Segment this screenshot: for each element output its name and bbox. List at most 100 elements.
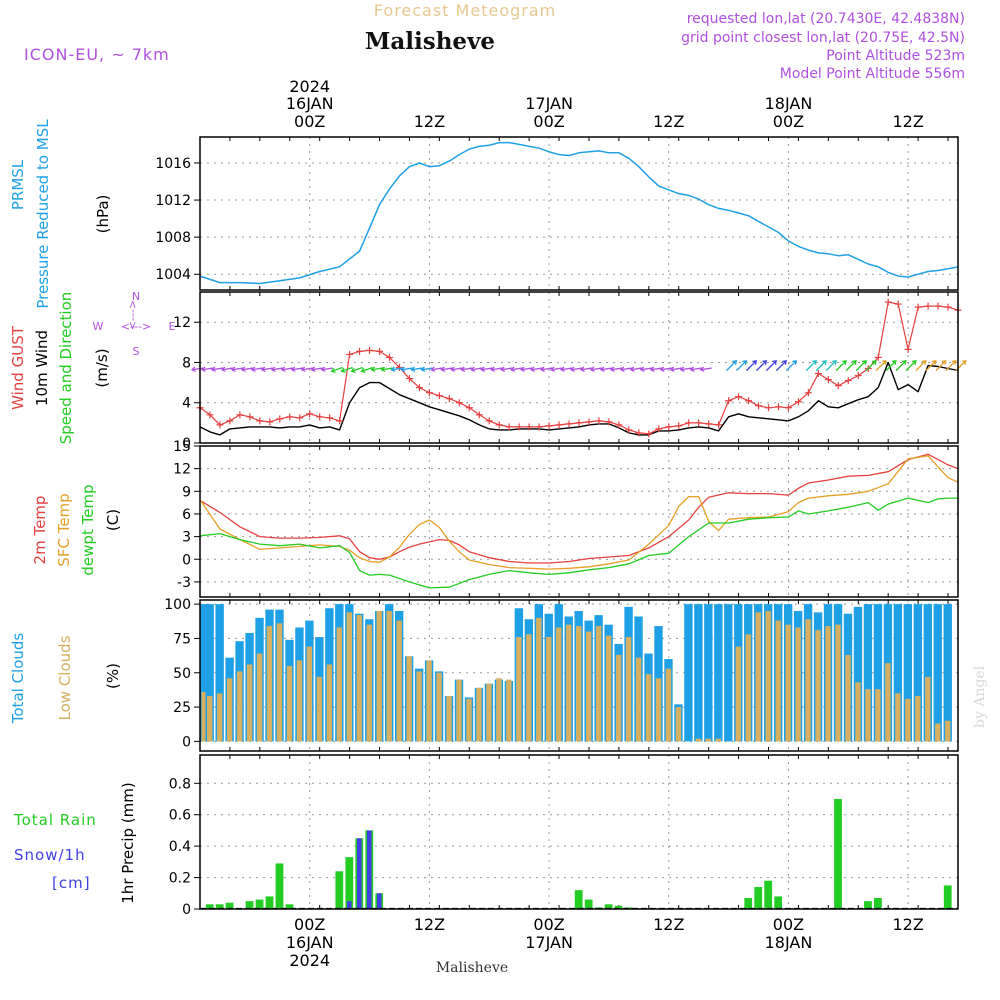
low-cloud-bar (835, 624, 841, 742)
compass-w: W (93, 320, 104, 333)
top-date-label: 16JAN (286, 94, 334, 113)
gust-marker (814, 370, 822, 378)
total-cloud-bar (205, 604, 214, 742)
wind-direction-arrow (350, 366, 363, 373)
wind-direction-arrow (280, 366, 293, 373)
rain-bar (943, 885, 952, 909)
gust-marker (904, 345, 912, 353)
y-tick-label: -3 (177, 575, 191, 591)
low-cloud-bar (695, 738, 702, 742)
top-time-label: 00Z (294, 112, 325, 131)
gust-marker (495, 421, 503, 429)
low-cloud-bar (785, 624, 791, 742)
low-cloud-bar (236, 671, 243, 742)
total-cloud-bar (215, 604, 224, 742)
y-tick-label: 1016 (155, 156, 191, 172)
low-cloud-bar (585, 631, 592, 742)
low-cloud-bar (426, 660, 432, 742)
gust-marker (515, 423, 523, 431)
y-tick-label: 15 (173, 439, 191, 455)
bottom-time-label: 12Z (653, 915, 684, 934)
low-cloud-bar (815, 630, 821, 742)
wind-direction-arrow (440, 366, 453, 373)
gust-marker (665, 423, 673, 431)
y-tick-label: 0 (182, 436, 191, 452)
low-cloud-bar (795, 627, 801, 742)
snow-bar (366, 830, 372, 909)
gust-marker (246, 413, 254, 421)
rain-bar (285, 904, 294, 909)
gust-marker (735, 393, 743, 401)
total-cloud-bar (863, 604, 873, 742)
low-cloud-bar (306, 646, 313, 742)
gust-marker (894, 300, 902, 308)
total-cloud-bar (933, 604, 942, 742)
wind-direction-arrow (765, 359, 778, 372)
wind-direction-arrow (669, 366, 682, 373)
gust-marker (465, 404, 473, 412)
low-cloud-bar (346, 612, 352, 742)
low-cloud-bar (456, 679, 462, 742)
y-tick-label: 25 (173, 700, 191, 716)
panel-frame (199, 445, 959, 598)
y-tick-label: 100 (164, 597, 191, 613)
total-cloud-bar (923, 604, 932, 742)
rain-bar (245, 901, 254, 909)
gust-marker (715, 421, 723, 429)
y-tick-label: 0 (182, 734, 191, 750)
gust-marker (545, 422, 553, 430)
sfc-temp-label: SFC Temp (55, 493, 73, 566)
low-cloud-bar (526, 634, 532, 742)
low-cloud-bar (855, 682, 861, 742)
gust-marker (226, 417, 234, 425)
y-tick-label: 12 (173, 462, 191, 478)
low-cloud-bar (476, 687, 482, 742)
gust-marker (625, 426, 633, 434)
gust-marker (565, 420, 573, 428)
low-cloud-bar (765, 610, 771, 742)
rain-bar (574, 890, 583, 909)
gust-marker (236, 411, 244, 419)
total-cloud-bar (704, 604, 713, 742)
rain-bar (834, 799, 842, 909)
wind-direction-arrow (736, 359, 748, 372)
low-cloud-bar (625, 637, 632, 742)
total-cloud-bar (903, 604, 913, 742)
rain-bar (584, 899, 593, 909)
low-cloud-bar (386, 610, 392, 742)
gust-marker (276, 415, 284, 423)
low-cloud-bar (915, 696, 921, 742)
y-tick-label: 0.6 (169, 808, 191, 824)
low-cloud-bar (645, 674, 652, 742)
gust-marker (296, 414, 304, 422)
low-cloud-bar (226, 678, 233, 742)
wind-direction-arrow (679, 366, 692, 373)
wind-direction-arrow (609, 366, 622, 373)
total-cloud-bar (724, 604, 733, 742)
gust-marker (884, 298, 892, 306)
wind-direction-arrow (320, 366, 333, 373)
gust-marker (585, 418, 593, 426)
gust-marker (475, 411, 483, 419)
rain-bar (764, 880, 773, 909)
bottom-time-label: 00Z (773, 915, 804, 934)
wind-direction-arrow (579, 366, 593, 373)
pressure-unit: (hPa) (94, 195, 112, 234)
wind-direction-arrow (260, 366, 273, 373)
wind-direction-arrow (330, 366, 343, 373)
gust-marker (725, 397, 733, 405)
top-time-label: 00Z (773, 112, 804, 131)
wind-direction-arrow (875, 359, 887, 372)
rain-bar (864, 901, 872, 909)
bottom-time-label: 12Z (892, 915, 923, 934)
y-tick-label: 12 (173, 315, 191, 331)
low-cloud-bar (655, 678, 662, 742)
gust-marker (774, 403, 782, 411)
wind-direction-arrow (629, 366, 642, 373)
total-cloud-bar (943, 604, 952, 742)
gust-marker (755, 402, 763, 410)
wind-direction-arrow (805, 359, 817, 372)
model-name: ICON-EU, ~ 7km (24, 45, 170, 64)
y-tick-label: 0.4 (169, 839, 191, 855)
